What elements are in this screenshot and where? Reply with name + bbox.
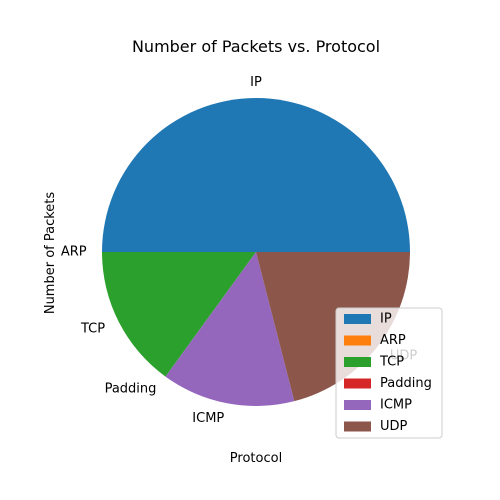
legend: IP ARP TCP Padding ICMP UDP	[335, 307, 443, 439]
legend-label-ip: IP	[380, 312, 392, 327]
legend-swatch-udp	[344, 421, 371, 432]
legend-swatch-arp	[344, 335, 371, 346]
legend-swatch-icmp	[344, 400, 371, 410]
slice-label-arp: ARP	[61, 245, 87, 260]
pie-slice-icmp	[165, 252, 295, 406]
pie-slice-tcp	[102, 252, 256, 377]
legend-swatch-padding	[344, 378, 371, 389]
pie-slice-udp	[256, 252, 410, 402]
x-axis-label: Protocol	[230, 451, 282, 466]
y-axis-label: Number of Packets	[43, 192, 58, 315]
legend-label-icmp: ICMP	[380, 398, 412, 413]
legend-label-tcp: TCP	[379, 355, 404, 370]
slice-label-icmp: ICMP	[192, 411, 224, 426]
legend-swatch-tcp	[344, 357, 371, 367]
slice-label-ip: IP	[250, 75, 262, 90]
legend-label-padding: Padding	[380, 376, 432, 391]
pie-slice-ip	[102, 98, 410, 252]
slice-label-padding: Padding	[105, 382, 157, 397]
pie-slices	[102, 98, 410, 406]
legend-label-udp: UDP	[380, 419, 408, 434]
legend-swatch-ip	[344, 314, 371, 324]
chart-title: Number of Packets vs. Protocol	[132, 37, 380, 56]
slice-label-tcp: TCP	[80, 321, 105, 336]
legend-label-arp: ARP	[380, 333, 406, 348]
